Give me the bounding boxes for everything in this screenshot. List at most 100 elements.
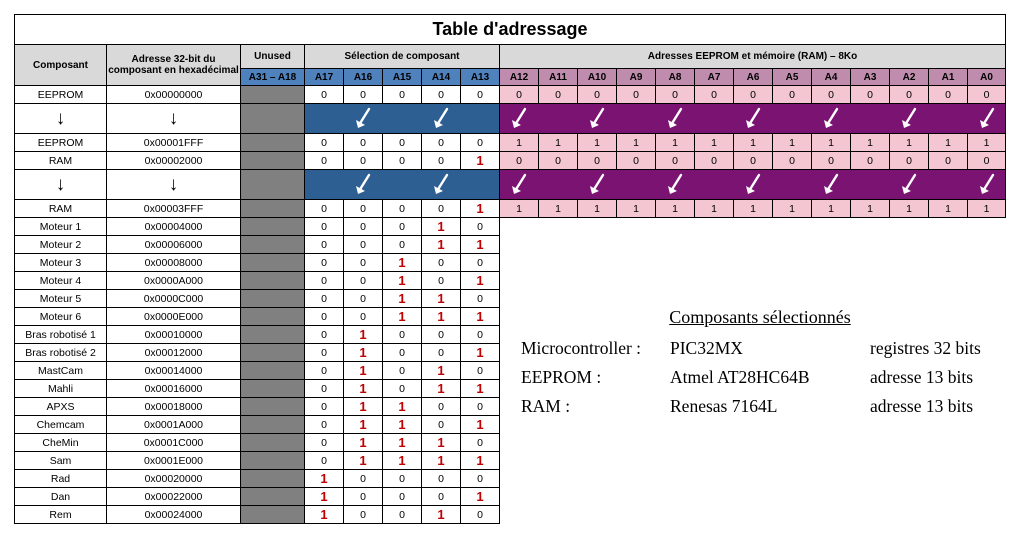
diagonal-arrow-icon: [354, 107, 372, 131]
diagonal-arrow-icon: [822, 173, 840, 197]
header-bit-a15: A15: [382, 68, 422, 86]
table-row: Moteur 3 0x00008000 0 0 1 0 0: [14, 253, 1006, 272]
table-row: ↓ ↓: [14, 169, 1006, 200]
selection-bit: 1: [382, 289, 422, 308]
selection-bit: 0: [382, 199, 422, 218]
header-bit-a8: A8: [655, 68, 695, 86]
diagonal-arrow-icon: [588, 107, 606, 131]
component-name: MastCam: [14, 361, 107, 380]
header-bit-a11: A11: [538, 68, 578, 86]
component-address: 0x0001C000: [106, 433, 241, 452]
selection-bit: 0: [421, 85, 461, 104]
selection-bit: 0: [343, 253, 383, 272]
unused-cell: [240, 451, 305, 470]
memory-bit: 1: [577, 133, 617, 152]
header-unused: Unused: [240, 44, 305, 69]
selection-bit: 1: [382, 451, 422, 470]
diagonal-arrow-icon: [588, 173, 606, 197]
selection-bit: 1: [343, 415, 383, 434]
component-address: 0x0000A000: [106, 271, 241, 290]
diagonal-arrow-icon: [900, 173, 918, 197]
memory-bit: 1: [928, 133, 968, 152]
selection-bit: 1: [343, 361, 383, 380]
table-title: Table d'adressage: [14, 14, 1006, 45]
diagonal-arrow-icon: [666, 107, 684, 131]
memory-bit: 1: [499, 133, 539, 152]
selection-bit: 1: [460, 487, 500, 506]
selection-bit: 0: [421, 253, 461, 272]
component-name: Sam: [14, 451, 107, 470]
selection-bit: 0: [460, 397, 500, 416]
selection-bit: 0: [304, 397, 344, 416]
header-bit-a5: A5: [772, 68, 812, 86]
selection-bit: 1: [304, 469, 344, 488]
selection-range-band: [304, 103, 500, 134]
component-name: Moteur 2: [14, 235, 107, 254]
selection-bit: 1: [421, 289, 461, 308]
memory-bit: 1: [694, 133, 734, 152]
memory-bit: 1: [889, 199, 929, 218]
selection-bit: 1: [421, 433, 461, 452]
table-row: EEPROM 0x00000000 0 0 0 0 0 0 0 0 0 0 0 0 0 0 0 0 0 0: [14, 85, 1006, 104]
memory-bit: 1: [850, 133, 890, 152]
selection-bit: 0: [343, 235, 383, 254]
selection-bit: 1: [460, 415, 500, 434]
memory-bit: 1: [850, 199, 890, 218]
table-row: Rem 0x00024000 1 0 0 1 0: [14, 505, 1006, 524]
component-name: Chemcam: [14, 415, 107, 434]
selection-bit: 1: [421, 361, 461, 380]
selection-bit: 0: [343, 307, 383, 326]
header-bit-a13: A13: [460, 68, 500, 86]
diagonal-arrow-icon: [822, 107, 840, 131]
selection-bit: 0: [421, 325, 461, 344]
memory-bit: 0: [538, 151, 578, 170]
memory-bit: 1: [967, 199, 1006, 218]
selection-bit: 0: [343, 85, 383, 104]
unused-cell: [240, 469, 305, 488]
selection-bit: 1: [460, 199, 500, 218]
diagonal-arrow-icon: [900, 107, 918, 131]
selection-bit: 1: [382, 307, 422, 326]
table-row: CheMin 0x0001C000 0 1 1 1 0: [14, 433, 1006, 452]
memory-bit: 0: [694, 151, 734, 170]
diagonal-arrow-icon: [978, 107, 996, 131]
unused-cell: [240, 169, 305, 200]
selection-bit: 0: [304, 415, 344, 434]
selection-bit: 1: [460, 451, 500, 470]
selection-bit: 0: [382, 325, 422, 344]
selection-bit: 1: [421, 217, 461, 236]
component-address: 0x00012000: [106, 343, 241, 362]
component-name: Rad: [14, 469, 107, 488]
memory-bit: 0: [499, 151, 539, 170]
component-address: 0x00020000: [106, 469, 241, 488]
unused-cell: [240, 487, 305, 506]
selection-bit: 0: [421, 151, 461, 170]
component-name: Moteur 5: [14, 289, 107, 308]
selection-range-band: [304, 169, 500, 200]
memory-bit: 1: [967, 133, 1006, 152]
unused-cell: [240, 325, 305, 344]
header-composant: Composant: [14, 44, 107, 86]
unused-cell: [240, 133, 305, 152]
diagonal-arrow-icon: [432, 107, 450, 131]
memory-bit: 1: [772, 133, 812, 152]
memory-bit: 0: [616, 151, 656, 170]
selection-bit: 1: [421, 379, 461, 398]
memory-bit: 0: [499, 85, 539, 104]
memory-bit: 1: [928, 199, 968, 218]
memory-bit: 0: [811, 85, 851, 104]
component-address: 0x00004000: [106, 217, 241, 236]
selection-bit: 0: [382, 343, 422, 362]
component-address: 0x00006000: [106, 235, 241, 254]
selection-bit: 1: [343, 397, 383, 416]
memory-bit: 0: [889, 151, 929, 170]
component-address: 0x00008000: [106, 253, 241, 272]
component-address: 0x00016000: [106, 379, 241, 398]
header-bit-a16: A16: [343, 68, 383, 86]
memory-bit: 0: [967, 85, 1006, 104]
header-bit-a2: A2: [889, 68, 929, 86]
component-address: 0x00003FFF: [106, 199, 241, 218]
selection-bit: 1: [343, 379, 383, 398]
table-row: EEPROM 0x00001FFF 0 0 0 0 0 1 1 1 1 1 1 1 1 1 1 1 1 1: [14, 133, 1006, 152]
component-name: Rem: [14, 505, 107, 524]
